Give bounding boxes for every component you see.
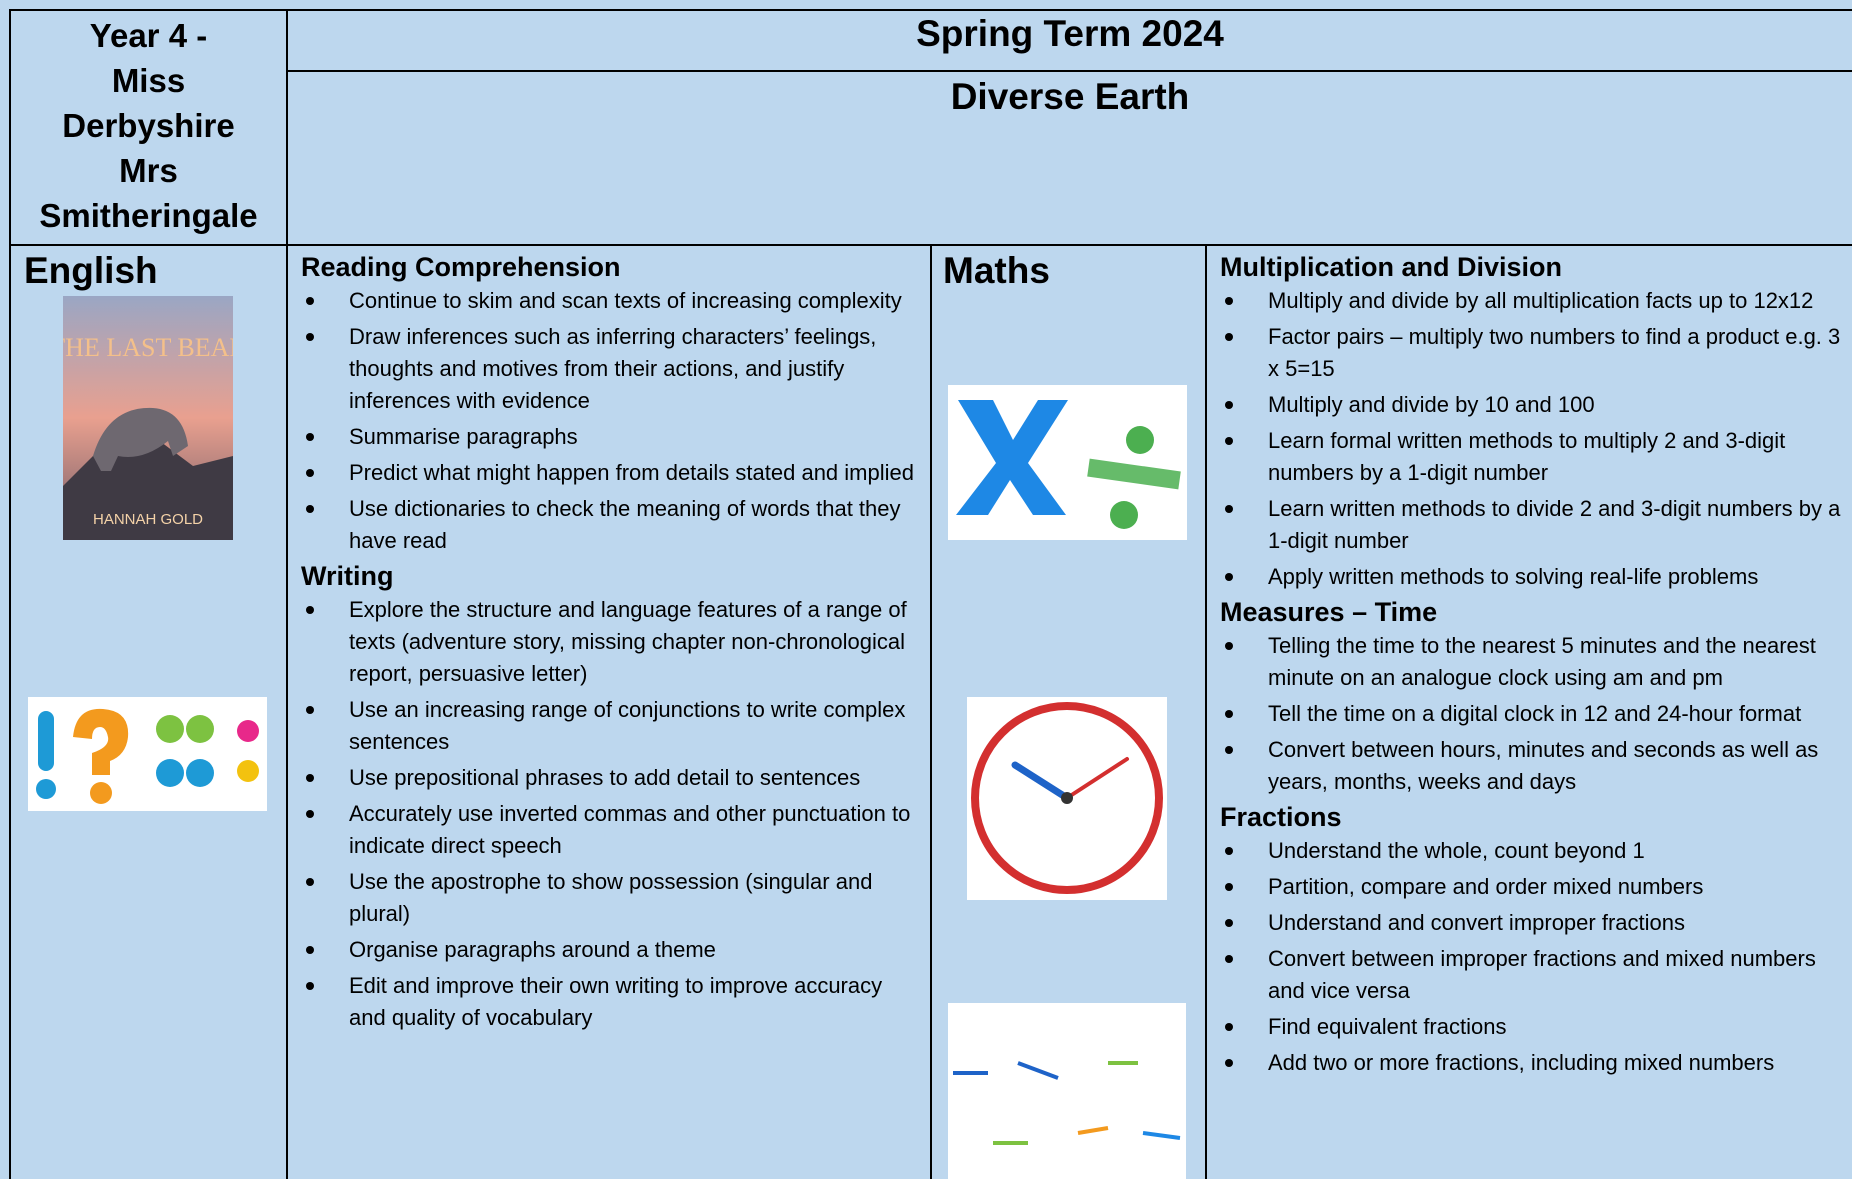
book-author: HANNAH GOLD <box>93 511 203 528</box>
section-heading: Multiplication and Division <box>1220 252 1563 282</box>
class-title: Year 4 - Miss Derbyshire Mrs Smitheringale <box>11 13 286 238</box>
bullet-list: Explore the structure and language featu… <box>301 594 923 1034</box>
subject-label: English <box>24 250 158 291</box>
topic-title: Diverse Earth <box>950 76 1190 117</box>
border <box>9 9 11 1179</box>
border <box>1205 245 1207 1179</box>
book-title: THE LAST BEAR <box>63 333 233 362</box>
bullet-item: Continue to skim and scan texts of incre… <box>301 285 923 317</box>
bullet-item: Telling the time to the nearest 5 minute… <box>1220 630 1852 694</box>
border <box>9 9 1852 11</box>
bullet-item: Understand and convert improper fraction… <box>1220 907 1852 939</box>
bullet-item: Tell the time on a digital clock in 12 a… <box>1220 698 1852 730</box>
bullet-item: Apply written methods to solving real-li… <box>1220 561 1852 593</box>
bullet-item: Use prepositional phrases to add detail … <box>301 762 923 794</box>
bullet-item: Use dictionaries to check the meaning of… <box>301 493 923 557</box>
term-title: Spring Term 2024 <box>916 13 1224 54</box>
bullet-item: Convert between hours, minutes and secon… <box>1220 734 1852 798</box>
bullet-item: Multiply and divide by 10 and 100 <box>1220 389 1852 421</box>
bullet-item: Convert between improper fractions and m… <box>1220 943 1852 1007</box>
bullet-list: Telling the time to the nearest 5 minute… <box>1220 630 1852 798</box>
class-line: Derbyshire <box>62 107 235 144</box>
section-heading: Writing <box>301 561 394 591</box>
english-content: Reading Comprehension Continue to skim an… <box>301 248 923 1038</box>
punctuation-image <box>28 697 267 811</box>
bullet-item: Add two or more fractions, including mix… <box>1220 1047 1852 1079</box>
bullet-list: Multiply and divide by all multiplicatio… <box>1220 285 1852 593</box>
section-heading: Reading Comprehension <box>301 252 621 282</box>
bullet-item: Find equivalent fractions <box>1220 1011 1852 1043</box>
class-line: Miss <box>111 62 186 99</box>
class-line: Smitheringale <box>39 197 258 234</box>
bullet-item: Learn formal written methods to multiply… <box>1220 425 1852 489</box>
bullet-item: Factor pairs – multiply two numbers to f… <box>1220 321 1852 385</box>
bullet-list: Continue to skim and scan texts of incre… <box>301 285 923 557</box>
bullet-item: Use the apostrophe to show possession (s… <box>301 866 923 930</box>
clock-image <box>967 697 1167 900</box>
bullet-item: Draw inferences such as inferring charac… <box>301 321 923 417</box>
border <box>287 70 1852 72</box>
bullet-item: Understand the whole, count beyond 1 <box>1220 835 1852 867</box>
bullet-list: Understand the whole, count beyond 1 Part… <box>1220 835 1852 1079</box>
multiply-divide-image <box>948 385 1187 540</box>
fractions-image <box>948 1003 1186 1179</box>
bullet-item: Explore the structure and language featu… <box>301 594 923 690</box>
border <box>930 245 932 1179</box>
class-line: Year 4 - <box>89 17 208 54</box>
bullet-item: Summarise paragraphs <box>301 421 923 453</box>
section-heading: Fractions <box>1220 802 1342 832</box>
book-cover: THE LAST BEAR HANNAH GOLD <box>63 296 233 540</box>
section-heading: Measures – Time <box>1220 597 1438 627</box>
bullet-item: Organise paragraphs around a theme <box>301 934 923 966</box>
bullet-item: Accurately use inverted commas and other… <box>301 798 923 862</box>
bullet-item: Learn written methods to divide 2 and 3-… <box>1220 493 1852 557</box>
bullet-item: Multiply and divide by all multiplicatio… <box>1220 285 1852 317</box>
maths-content: Multiplication and Division Multiply and … <box>1220 248 1852 1083</box>
bullet-item: Partition, compare and order mixed numbe… <box>1220 871 1852 903</box>
bullet-item: Edit and improve their own writing to im… <box>301 970 923 1034</box>
bullet-item: Use an increasing range of conjunctions … <box>301 694 923 758</box>
class-line: Mrs <box>119 152 178 189</box>
border <box>286 9 288 1179</box>
bullet-item: Predict what might happen from details s… <box>301 457 923 489</box>
subject-label: Maths <box>943 250 1050 291</box>
